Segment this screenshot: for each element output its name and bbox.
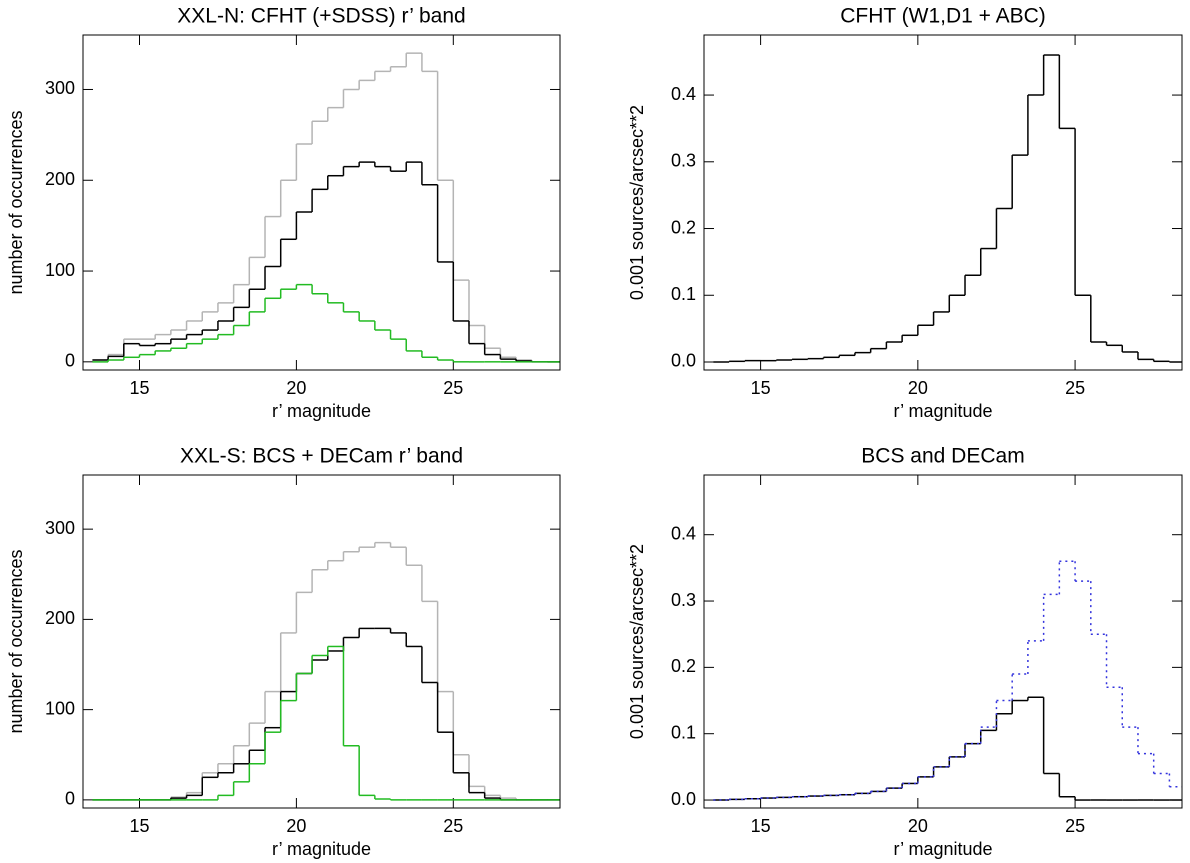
y-tick-label: 300	[45, 518, 75, 538]
y-tick-label: 0.4	[671, 523, 696, 543]
y-tick-label: 0	[65, 789, 75, 809]
plot-area	[713, 560, 1182, 801]
axes-frame	[703, 474, 1183, 809]
y-tick-label: 200	[45, 608, 75, 628]
y-tick-label: 0.3	[671, 590, 696, 610]
step-riser	[217, 646, 392, 800]
x-tick-label: 15	[751, 816, 771, 836]
plot-area	[92, 541, 560, 801]
axes-frame	[703, 34, 1183, 371]
y-axis-label: number of occurrences	[6, 110, 26, 294]
x-tick-label: 20	[908, 816, 928, 836]
y-tick-label: 100	[45, 260, 75, 280]
y-tick-label: 0.3	[671, 151, 696, 171]
plot-area	[713, 54, 1182, 363]
x-tick-label: 15	[751, 378, 771, 398]
x-tick-label: 25	[443, 378, 463, 398]
x-axis-label: r’ magnitude	[272, 401, 371, 421]
x-tick-label: 15	[129, 816, 149, 836]
step-riser	[728, 55, 1171, 362]
y-axis-label: 0.001 sources/arcsec**2	[627, 544, 647, 739]
axes-frame	[82, 34, 561, 371]
y-tick-label: 0.1	[671, 284, 696, 304]
x-tick-label: 20	[286, 378, 306, 398]
y-tick-label: 200	[45, 169, 75, 189]
step-riser	[107, 284, 455, 362]
x-tick-label: 25	[1065, 378, 1085, 398]
y-tick-label: 100	[45, 698, 75, 718]
y-tick-label: 300	[45, 78, 75, 98]
y-tick-label: 0.0	[671, 351, 696, 371]
step-riser	[728, 697, 1076, 801]
y-tick-label: 0.0	[671, 789, 696, 809]
y-tick-label: 0.2	[671, 656, 696, 676]
x-tick-label: 25	[1065, 816, 1085, 836]
chart-title: XXL-S: BCS + DECam r’ band	[180, 445, 463, 468]
y-tick-label: 0.4	[671, 84, 696, 104]
y-axis-label: number of occurrences	[6, 549, 26, 733]
y-tick-label: 0	[65, 351, 75, 371]
x-axis-label: r’ magnitude	[893, 839, 992, 859]
y-axis-label: 0.001 sources/arcsec**2	[627, 105, 647, 300]
x-tick-label: 20	[908, 378, 928, 398]
step-riser	[728, 561, 1171, 801]
y-tick-label: 0.1	[671, 722, 696, 742]
x-tick-label: 15	[129, 378, 149, 398]
step-riser	[107, 162, 533, 362]
step-riser	[170, 542, 517, 800]
axes-frame	[82, 474, 561, 809]
x-axis-label: r’ magnitude	[272, 839, 371, 859]
step-riser	[107, 53, 533, 362]
x-tick-label: 20	[286, 816, 306, 836]
x-tick-label: 25	[443, 816, 463, 836]
chart-title: CFHT (W1,D1 + ABC)	[840, 5, 1046, 28]
chart-title: XXL-N: CFHT (+SDSS) r’ band	[177, 5, 465, 28]
x-axis-label: r’ magnitude	[893, 401, 992, 421]
plot-area	[92, 52, 560, 363]
chart-title: BCS and DECam	[861, 445, 1024, 468]
y-tick-label: 0.2	[671, 217, 696, 237]
